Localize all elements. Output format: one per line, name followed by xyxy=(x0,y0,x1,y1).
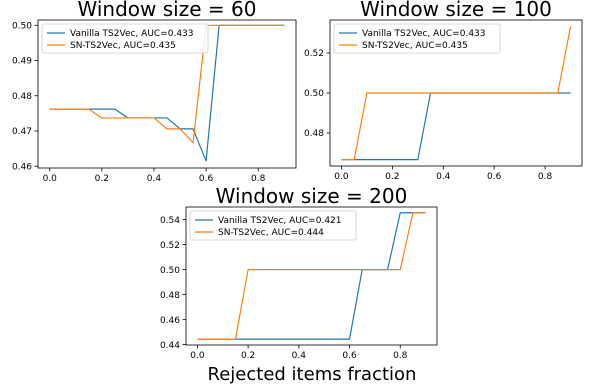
legend-box xyxy=(189,210,357,241)
y-tick-label: 0.46 xyxy=(12,162,32,172)
sn-ts2vec-line xyxy=(341,26,572,161)
y-tick-label: 0.50 xyxy=(304,89,324,99)
chart-title: Window size = 60 xyxy=(78,0,257,21)
x-tick-label: 0.0 xyxy=(190,351,205,361)
x-tick-label: 0.4 xyxy=(147,174,162,184)
legend-label: SN-TS2Vec, AUC=0.435 xyxy=(362,41,468,51)
legend: Vanilla TS2Vec, AUC=0.433 SN-TS2Vec, AUC=… xyxy=(41,23,209,54)
x-tick-label: 0.6 xyxy=(199,174,214,184)
legend: Vanilla TS2Vec, AUC=0.421 SN-TS2Vec, AUC=… xyxy=(189,210,357,241)
subplot-window-200: Window size = 200 0.0 0.2 0.4 0.6 0.8 0.44 0.46… xyxy=(160,184,438,361)
legend-box xyxy=(41,23,209,54)
legend-label: Vanilla TS2Vec, AUC=0.433 xyxy=(362,29,486,39)
y-tick-label: 0.49 xyxy=(12,57,32,67)
legend-label: Vanilla TS2Vec, AUC=0.421 xyxy=(218,216,342,226)
legend-box xyxy=(333,23,501,54)
x-tick-label: 0.6 xyxy=(487,172,502,182)
x-tick-label: 0.8 xyxy=(538,172,553,182)
legend-label: Vanilla TS2Vec, AUC=0.433 xyxy=(70,29,194,39)
sn-ts2vec-line xyxy=(197,212,426,340)
legend-label: SN-TS2Vec, AUC=0.435 xyxy=(70,41,176,51)
y-tick-label: 0.48 xyxy=(12,92,32,102)
x-axis-label: Rejected items fraction xyxy=(208,364,417,385)
subplot-window-60: Window size = 60 0.0 0.2 0.4 0.6 0.8 0.46 0.47 0… xyxy=(12,0,297,184)
axes-frame xyxy=(37,19,297,169)
y-tick-label: 0.48 xyxy=(160,291,180,301)
y-tick-label: 0.48 xyxy=(304,129,324,139)
x-tick-label: 0.4 xyxy=(436,172,451,182)
x-tick-label: 0.4 xyxy=(292,351,307,361)
chart-title: Window size = 100 xyxy=(360,0,552,21)
x-tick-label: 0.6 xyxy=(342,351,357,361)
x-tick-label: 0.2 xyxy=(241,351,255,361)
x-tick-label: 0.8 xyxy=(251,174,266,184)
axes-frame xyxy=(185,206,438,346)
y-tick-label: 0.47 xyxy=(12,127,32,137)
subplot-window-100: Window size = 100 0.0 0.2 0.4 0.6 0.8 0.48 0.50… xyxy=(304,0,583,182)
x-tick-label: 0.8 xyxy=(393,351,408,361)
chart-title: Window size = 200 xyxy=(216,184,408,208)
y-tick-label: 0.50 xyxy=(12,21,32,31)
legend-label: SN-TS2Vec, AUC=0.444 xyxy=(218,228,324,238)
x-tick-label: 0.0 xyxy=(43,174,58,184)
y-tick-label: 0.54 xyxy=(160,216,180,226)
y-tick-label: 0.50 xyxy=(160,266,180,276)
axes-frame xyxy=(329,19,583,167)
x-tick-label: 0.0 xyxy=(334,172,349,182)
y-tick-label: 0.52 xyxy=(160,241,180,251)
vanilla-ts2vec-line xyxy=(341,92,571,161)
y-tick-label: 0.46 xyxy=(160,316,180,326)
y-tick-label: 0.52 xyxy=(304,49,324,59)
y-tick-label: 0.44 xyxy=(160,341,180,351)
legend: Vanilla TS2Vec, AUC=0.433 SN-TS2Vec, AUC=… xyxy=(333,23,501,54)
sn-ts2vec-line xyxy=(49,24,285,144)
x-tick-label: 0.2 xyxy=(95,174,109,184)
x-tick-label: 0.2 xyxy=(385,172,399,182)
